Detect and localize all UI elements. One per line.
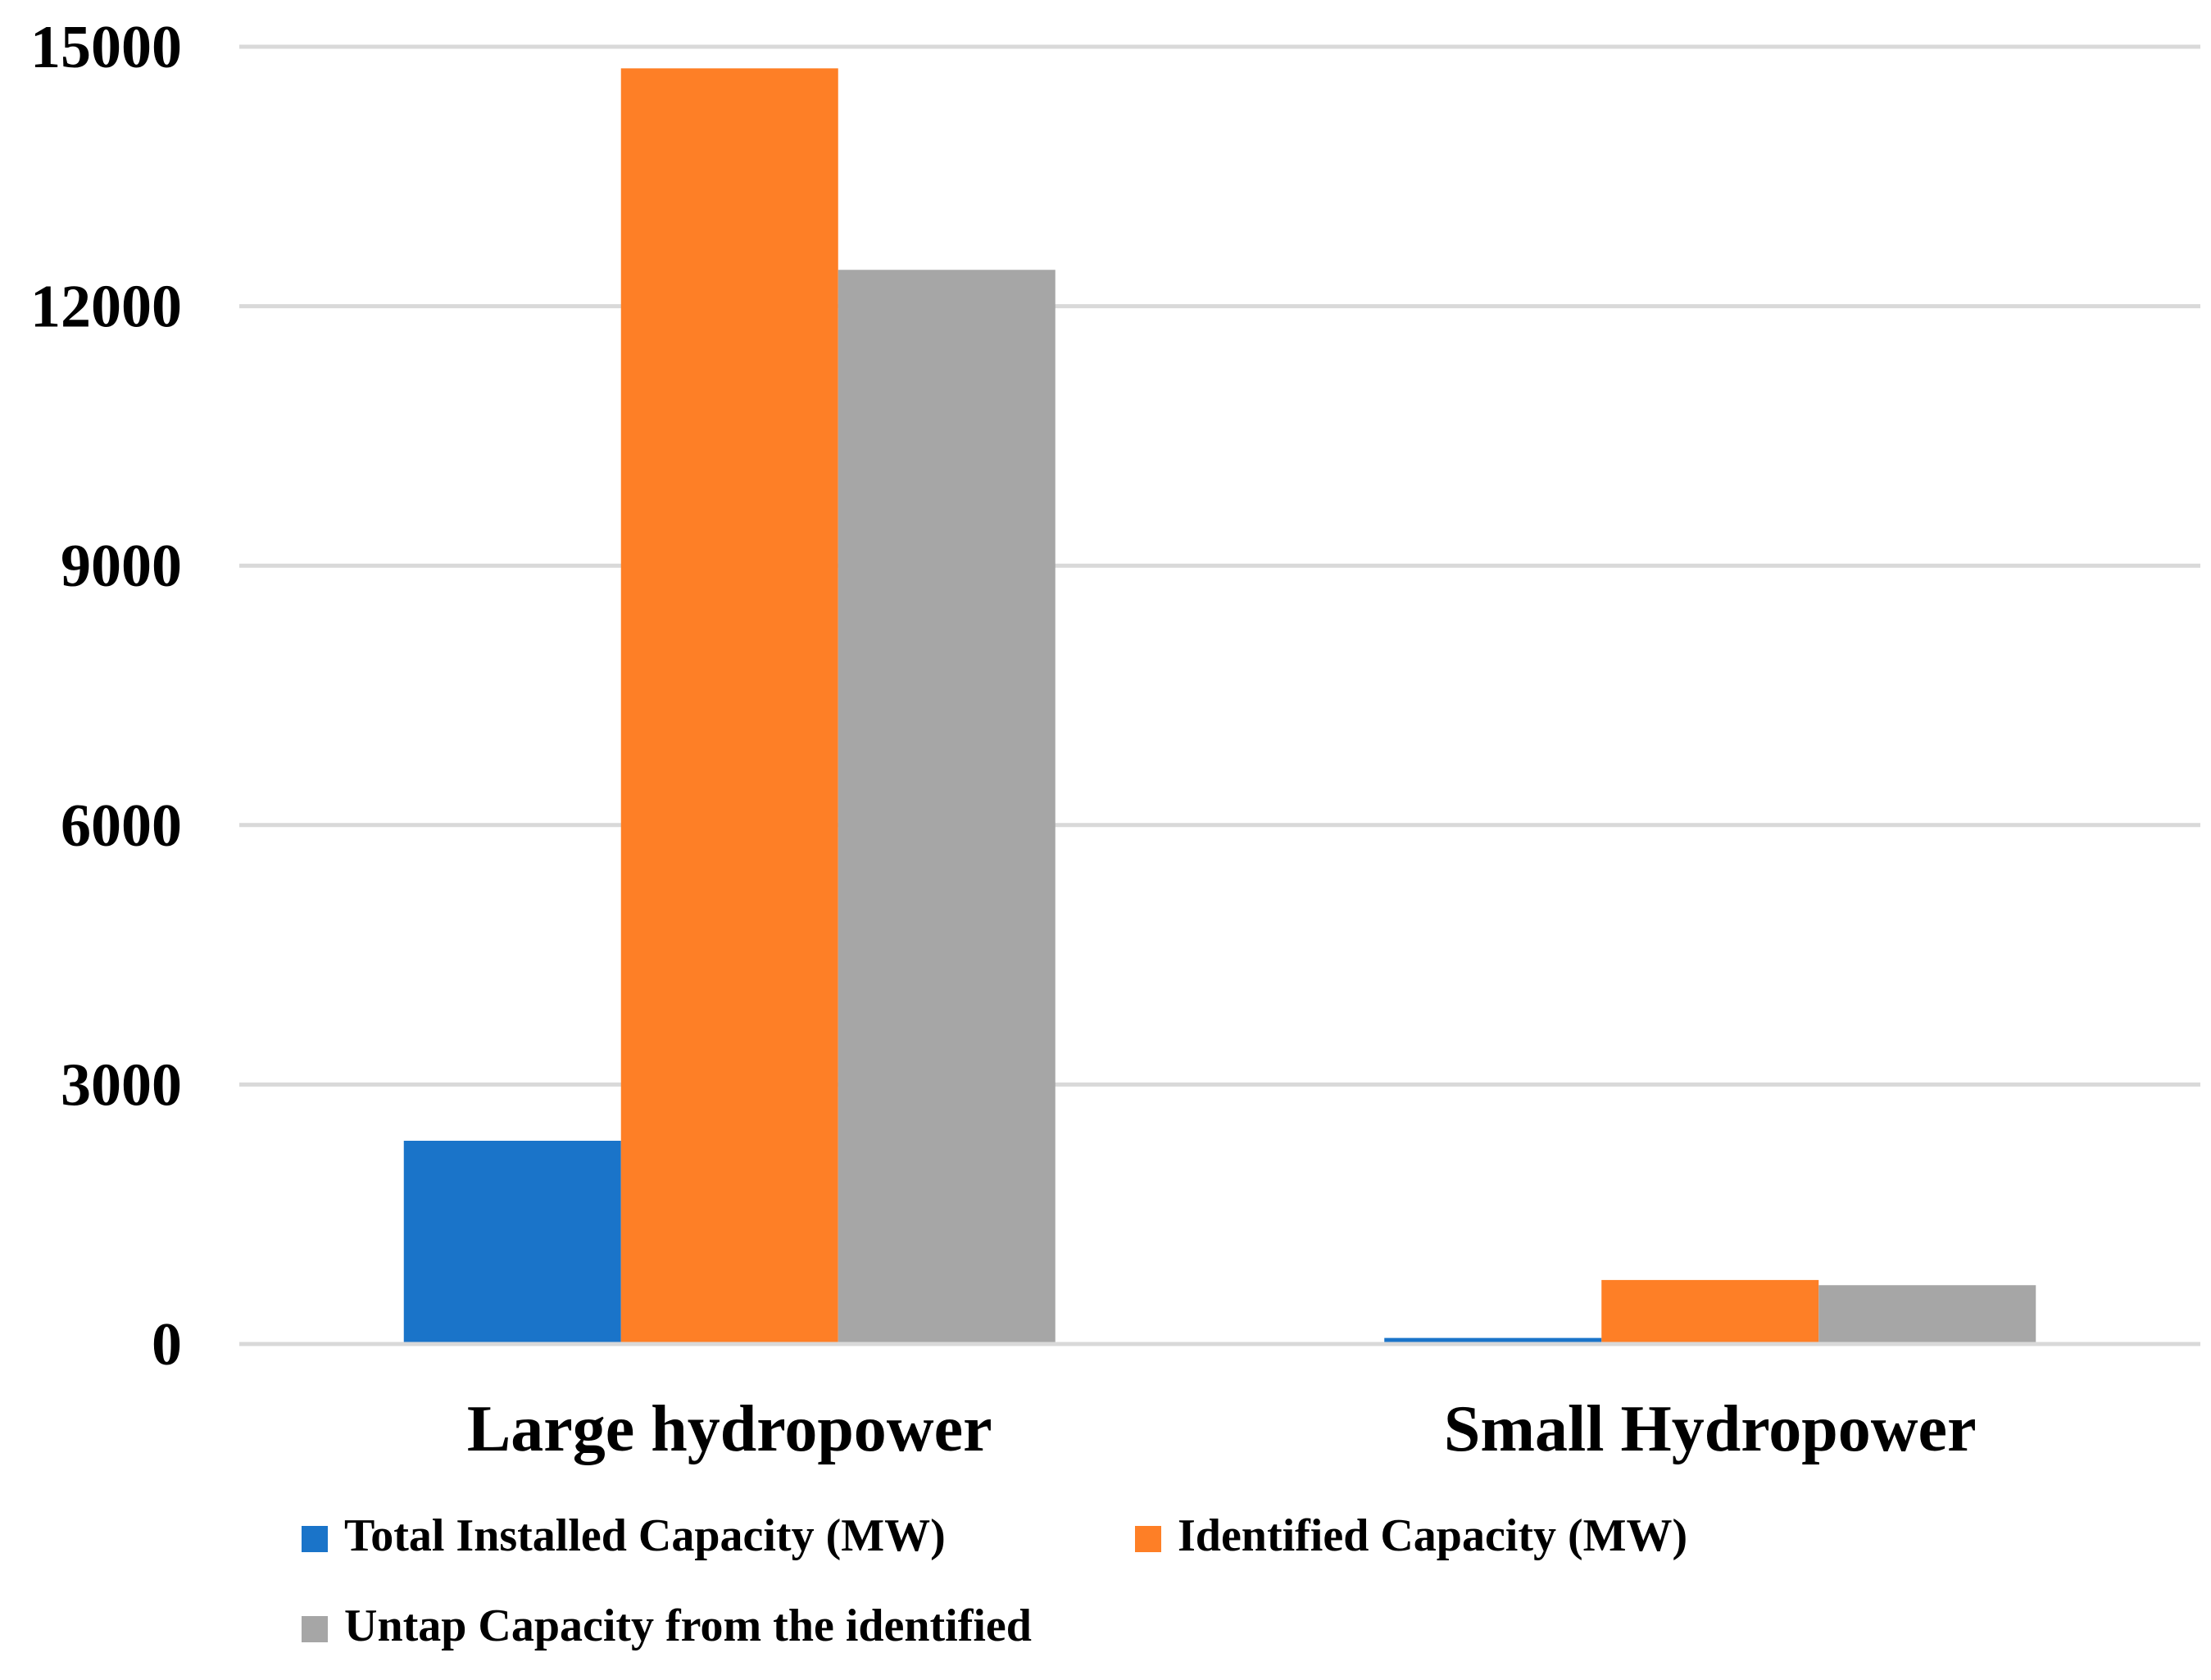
legend-swatch-untap-capacity-from-the-identified xyxy=(302,1616,328,1642)
legend-swatch-total-installed-capacity-mw xyxy=(302,1526,328,1552)
bar-small-hydropower-identified-capacity-mw xyxy=(1601,1279,1819,1344)
bar-large-hydropower-total-installed-capacity-mw xyxy=(403,1140,621,1344)
y-tick-label-0: 0 xyxy=(152,1311,182,1378)
y-tick-label-6000: 6000 xyxy=(61,792,182,860)
x-category-label-small-hydropower: Small Hydropower xyxy=(1444,1393,1977,1465)
legend-label-total-installed-capacity-mw: Total Installed Capacity (MW) xyxy=(344,1510,946,1561)
gridlines xyxy=(239,44,2200,1087)
y-tick-label-9000: 9000 xyxy=(61,533,182,600)
y-tick-label-12000: 12000 xyxy=(30,274,182,341)
bars xyxy=(403,68,2036,1345)
x-axis-categories: Large hydropower Small Hydropower xyxy=(467,1393,1977,1465)
bar-large-hydropower-identified-capacity-mw xyxy=(620,68,838,1345)
legend-label-untap-capacity-from-the-identified: Untap Capacity from the identified xyxy=(344,1601,1032,1651)
legend-swatch-identified-capacity-mw xyxy=(1135,1526,1161,1552)
legend: Total Installed Capacity (MW) Identified … xyxy=(302,1510,1687,1651)
y-axis-ticks: 0 3000 6000 9000 12000 15000 xyxy=(30,14,182,1378)
bar-small-hydropower-untap-capacity-from-the-identified xyxy=(1818,1285,2036,1344)
y-tick-label-15000: 15000 xyxy=(30,14,182,81)
bar-large-hydropower-untap-capacity-from-the-identified xyxy=(838,270,1056,1344)
legend-label-identified-capacity-mw: Identified Capacity (MW) xyxy=(1178,1510,1687,1561)
bar-small-hydropower-total-installed-capacity-mw xyxy=(1384,1337,1602,1344)
x-category-label-large-hydropower: Large hydropower xyxy=(467,1393,992,1465)
y-tick-label-3000: 3000 xyxy=(61,1051,182,1119)
